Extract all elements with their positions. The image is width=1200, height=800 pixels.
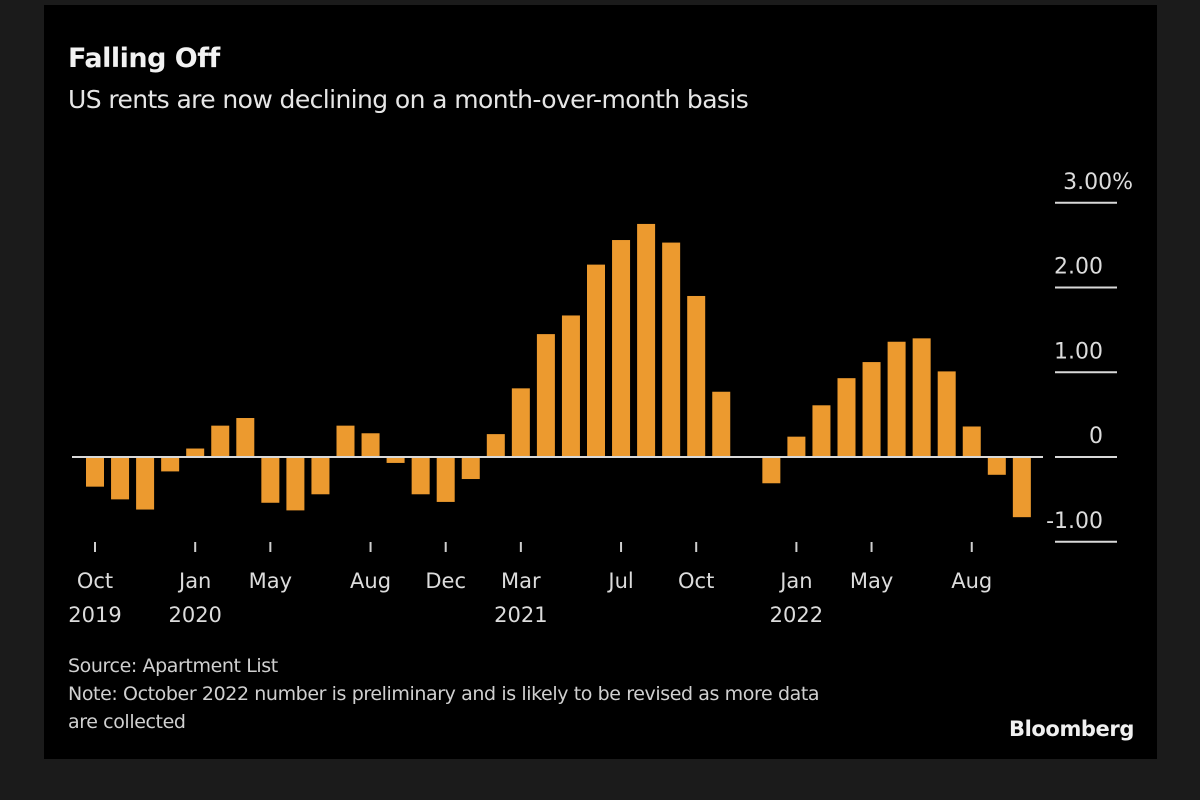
bar-aug-2022: [962, 426, 981, 457]
bar-apr-2021: [561, 315, 580, 457]
bar-oct-2020: [411, 457, 430, 495]
bar-oct-2021: [712, 391, 731, 457]
bar-jul-2020: [336, 425, 355, 457]
bar-dec-2021: [762, 457, 781, 484]
footnote-line-2: are collected: [68, 711, 186, 733]
source-note: Source: Apartment List: [68, 655, 278, 677]
x-tick-label: Aug: [350, 569, 391, 593]
bar-jan-2020: [186, 448, 205, 457]
bar-jul-2022: [937, 371, 956, 457]
bar-feb-2020: [211, 425, 230, 457]
x-tick-label: Jan: [778, 569, 812, 593]
x-tick-year-label: 2019: [68, 603, 121, 627]
x-tick-label: Oct: [77, 569, 113, 593]
bar-jun-2022: [912, 338, 931, 457]
y-tick-label: 3.00%: [1063, 170, 1133, 195]
bar-oct-2019: [111, 457, 130, 500]
bar-aug-2021: [662, 242, 681, 457]
x-tick-year-label: 2020: [168, 603, 221, 627]
x-tick-year-label: 2021: [494, 603, 547, 627]
gridlines: [1055, 201, 1117, 543]
bar-jun-2021: [612, 240, 631, 457]
bars: [86, 223, 1031, 518]
y-axis-labels: 3.00% 2.00 1.00 0 -1.00: [1046, 170, 1133, 534]
bar-may-2022: [887, 341, 906, 457]
bar-jul-2021: [637, 223, 656, 457]
x-tick-year-label: 2022: [770, 603, 823, 627]
bar-dec-2020: [461, 457, 480, 480]
bar-sep-2022: [987, 457, 1006, 475]
chart-title: Falling Off: [68, 43, 220, 74]
bar-nov-2020: [436, 457, 455, 502]
x-tick-label: May: [850, 569, 893, 593]
bar-may-2021: [587, 264, 605, 457]
bar-mar-2022: [837, 378, 856, 457]
y-tick-label: 1.00: [1054, 339, 1103, 364]
bar-sep-2020: [386, 457, 405, 463]
bar-jun-2020: [311, 457, 330, 495]
x-tick-label: Dec: [425, 569, 466, 593]
bar-feb-2021: [511, 388, 530, 457]
x-tick-label: Oct: [678, 569, 714, 593]
x-tick-label: Jul: [606, 569, 633, 593]
bloomberg-logo: Bloomberg: [1008, 717, 1134, 741]
x-tick-label: Jan: [177, 569, 211, 593]
y-tick-label: 0: [1089, 424, 1103, 449]
footnote-line-1: Note: October 2022 number is preliminary…: [68, 683, 820, 705]
bar-jan-2022: [787, 436, 806, 457]
bar-nov-2019: [136, 457, 155, 510]
x-tick-label: Mar: [501, 569, 541, 593]
bar-sep-2019: [86, 457, 104, 487]
bar-mar-2021: [536, 334, 555, 457]
x-tick-label: Aug: [951, 569, 992, 593]
bar-oct-2022: [1012, 457, 1031, 518]
x-axis-ticks: Oct 2019 Jan 2020 May Aug Dec Mar 2021 Jul Oct Jan 2…: [68, 542, 992, 627]
bar-may-2020: [286, 457, 305, 511]
bar-aug-2020: [361, 433, 380, 457]
chart-subtitle: US rents are now declining on a month-ov…: [68, 85, 749, 114]
y-tick-label: -1.00: [1046, 509, 1103, 534]
bar-apr-2020: [261, 457, 280, 503]
bar-mar-2020: [236, 418, 255, 457]
bar-apr-2022: [862, 362, 881, 457]
bar-jan-2021: [486, 434, 505, 457]
bar-sep-2021: [687, 295, 706, 457]
bar-feb-2022: [812, 405, 831, 457]
x-tick-label: May: [249, 569, 292, 593]
y-tick-label: 2.00: [1054, 255, 1103, 280]
bar-dec-2019: [161, 457, 180, 472]
